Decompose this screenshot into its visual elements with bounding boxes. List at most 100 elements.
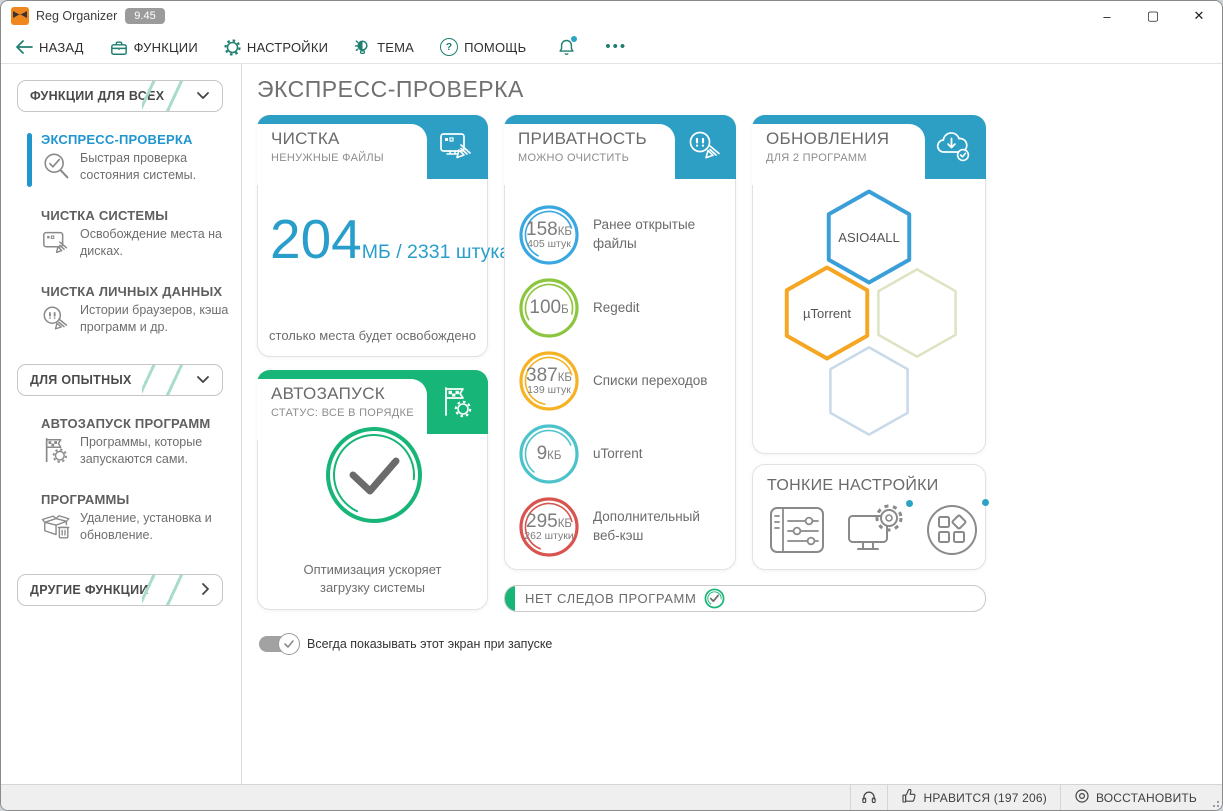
resize-grip[interactable]: [1210, 785, 1222, 810]
settings-label: НАСТРОЙКИ: [246, 39, 329, 55]
privacy-broom-icon: [685, 129, 725, 170]
update-hexagon-utorrent[interactable]: µTorrent: [783, 264, 871, 362]
privacy-item-label: Списки переходов: [593, 372, 708, 388]
privacy-item-utorrent[interactable]: 9КБ uTorrent: [518, 423, 727, 485]
sidebar-item-title: ЧИСТКА ЛИЧНЫХ ДАННЫХ: [41, 284, 223, 299]
size-unit: КБ: [557, 371, 572, 384]
privacy-card[interactable]: ПРИВАТНОСТЬ МОЖНО ОЧИСТИТЬ 158КБ 405 шту…: [504, 115, 736, 570]
size-ring-badge: 158КБ 405 штук: [518, 204, 580, 266]
section-label: ДРУГИЕ ФУНКЦИИ: [30, 583, 149, 597]
size-unit: КБ: [557, 517, 572, 530]
update-hexagon-empty-1: [875, 266, 959, 360]
chevron-down-icon: [192, 89, 210, 103]
box-trash-icon: [41, 510, 75, 548]
main-content: ЭКСПРЕСС-ПРОВЕРКА ЧИСТКА НЕНУЖНЫЕ ФАЙЛЫ …: [257, 64, 1208, 785]
autostart-card[interactable]: АВТОЗАПУСК СТАТУС: ВСЕ В ПОРЯДКЕ Оптимиз…: [257, 370, 488, 610]
size-unit: КБ: [547, 450, 562, 463]
notification-dot: [982, 499, 989, 506]
privacy-broom-icon: [41, 302, 75, 340]
sidebar-section-for-experienced[interactable]: ДЛЯ ОПЫТНЫХ: [17, 364, 223, 396]
like-button[interactable]: НРАВИТСЯ (197 206): [887, 785, 1059, 810]
sidebar-item-desc: Программы, которые запускаются сами.: [80, 435, 203, 466]
magnifier-check-icon: [41, 150, 75, 188]
sidebar-item-autostart-programs[interactable]: АВТОЗАПУСК ПРОГРАММ Программы, которые з…: [41, 416, 231, 472]
cleaning-card-header: ЧИСТКА НЕНУЖНЫЕ ФАЙЛЫ: [257, 115, 488, 185]
maximize-button[interactable]: ▢: [1146, 8, 1160, 23]
privacy-item-web-cache[interactable]: 295КБ 262 штуки Дополнительный веб-кэш: [518, 496, 727, 558]
updates-card[interactable]: ОБНОВЛЕНИЯ ДЛЯ 2 ПРОГРАММ ASIO4ALL µTorr…: [752, 115, 986, 454]
thumbs-up-icon: [901, 788, 917, 807]
card-subtitle: МОЖНО ОЧИСТИТЬ: [518, 152, 630, 164]
tweaks-card[interactable]: ТОНКИЕ НАСТРОЙКИ: [752, 464, 989, 570]
sidebar-section-other-functions[interactable]: ДРУГИЕ ФУНКЦИИ: [17, 574, 223, 606]
theme-button[interactable]: ТЕМА: [354, 38, 414, 56]
check-circle-icon: [704, 588, 725, 609]
hexagon-label: µTorrent: [803, 305, 851, 321]
no-traces-bar[interactable]: НЕТ СЛЕДОВ ПРОГРАММ: [504, 585, 986, 612]
stripe-decoration: [142, 365, 186, 395]
sidebar-item-system-cleanup[interactable]: ЧИСТКА СИСТЕМЫ Освобождение места на дис…: [41, 208, 231, 264]
tweaks-icons-row: [769, 499, 989, 562]
cleanup-size-value: 204МБ / 2331 штука: [270, 212, 510, 267]
card-title: ТОНКИЕ НАСТРОЙКИ: [767, 477, 939, 494]
page-title: ЭКСПРЕСС-ПРОВЕРКА: [257, 76, 524, 102]
chevron-down-icon: [192, 373, 210, 387]
more-menu-button[interactable]: •••: [605, 38, 628, 55]
update-hexagon-asio4all[interactable]: ASIO4ALL: [825, 188, 913, 286]
settings-panel-icon[interactable]: [769, 505, 827, 560]
back-button[interactable]: НАЗАД: [15, 40, 84, 55]
size-value: 387: [526, 364, 558, 386]
sidebar-item-desc: Освобождение места на дисках.: [80, 227, 222, 258]
size-unit: КБ: [557, 225, 572, 238]
help-button[interactable]: ? ПОМОЩЬ: [440, 38, 526, 56]
sidebar-section-functions-for-all[interactable]: ФУНКЦИИ ДЛЯ ВСЕХ: [17, 80, 223, 112]
notifications-button[interactable]: [558, 36, 578, 56]
sidebar-item-desc: Быстрая проверка состояния системы.: [80, 151, 197, 182]
item-count: 139 штук: [527, 384, 571, 397]
restore-label: ВОССТАНОВИТЬ: [1095, 790, 1197, 805]
no-traces-label: НЕТ СЛЕДОВ ПРОГРАММ: [525, 591, 697, 606]
size-value: 158: [526, 218, 558, 240]
size-value: 9: [536, 443, 548, 465]
card-title: ОБНОВЛЕНИЯ: [766, 129, 890, 148]
sidebar-item-private-data-cleanup[interactable]: ЧИСТКА ЛИЧНЫХ ДАННЫХ Истории браузеров, …: [41, 284, 231, 340]
computer-broom-icon: [437, 129, 477, 170]
restore-button[interactable]: ВОССТАНОВИТЬ: [1059, 785, 1210, 810]
size-ring-badge: 9КБ: [518, 423, 580, 485]
cleanup-size-number: 204: [270, 208, 362, 270]
app-shapes-icon[interactable]: [925, 499, 989, 562]
sidebar-item-programs[interactable]: ПРОГРАММЫ Удаление, установка и обновлен…: [41, 492, 231, 548]
privacy-item-label: uTorrent: [593, 445, 643, 461]
autostart-card-footer: Оптимизация ускоряет загрузку системы: [303, 561, 442, 595]
settings-button[interactable]: НАСТРОЙКИ: [224, 38, 329, 56]
notification-dot: [906, 500, 913, 507]
back-label: НАЗАД: [39, 39, 84, 55]
cloud-download-icon: [933, 129, 975, 170]
functions-button[interactable]: ФУНКЦИИ: [110, 39, 198, 56]
support-button[interactable]: [850, 785, 887, 810]
notification-dot: [571, 36, 578, 42]
updates-card-header: ОБНОВЛЕНИЯ ДЛЯ 2 ПРОГРАММ: [752, 115, 986, 185]
privacy-item-recent-files[interactable]: 158КБ 405 штук Ранее открытые файлы: [518, 204, 727, 266]
size-unit: Б: [561, 304, 569, 317]
close-button[interactable]: ✕: [1193, 8, 1205, 23]
app-logo-icon: [11, 7, 29, 25]
show-on-startup-toggle[interactable]: [259, 633, 300, 655]
system-tweaks-icon[interactable]: [847, 500, 913, 561]
size-ring-badge: 100Б: [518, 277, 580, 339]
cleaning-card[interactable]: ЧИСТКА НЕНУЖНЫЕ ФАЙЛЫ 204МБ / 2331 штука…: [257, 115, 510, 357]
help-label: ПОМОЩЬ: [464, 39, 527, 55]
chevron-right-icon: [197, 581, 210, 599]
back-arrow-icon: [15, 40, 33, 54]
privacy-item-regedit[interactable]: 100Б Regedit: [518, 277, 727, 339]
autostart-card-header: АВТОЗАПУСК СТАТУС: ВСЕ В ПОРЯДКЕ: [257, 370, 488, 440]
sidebar-item-express-check[interactable]: ЭКСПРЕСС-ПРОВЕРКА Быстрая проверка состо…: [27, 132, 231, 188]
card-title: АВТОЗАПУСК: [271, 384, 385, 403]
status-ok-icon: [322, 423, 426, 532]
privacy-item-jump-lists[interactable]: 387КБ 139 штук Списки переходов: [518, 350, 727, 412]
sidebar: ФУНКЦИИ ДЛЯ ВСЕХ ЭКСПРЕСС-ПРОВЕРКА Быстр…: [1, 64, 242, 785]
active-indicator: [27, 133, 32, 187]
minimize-button[interactable]: –: [1103, 8, 1111, 24]
sidebar-item-title: АВТОЗАПУСК ПРОГРАММ: [41, 416, 211, 431]
